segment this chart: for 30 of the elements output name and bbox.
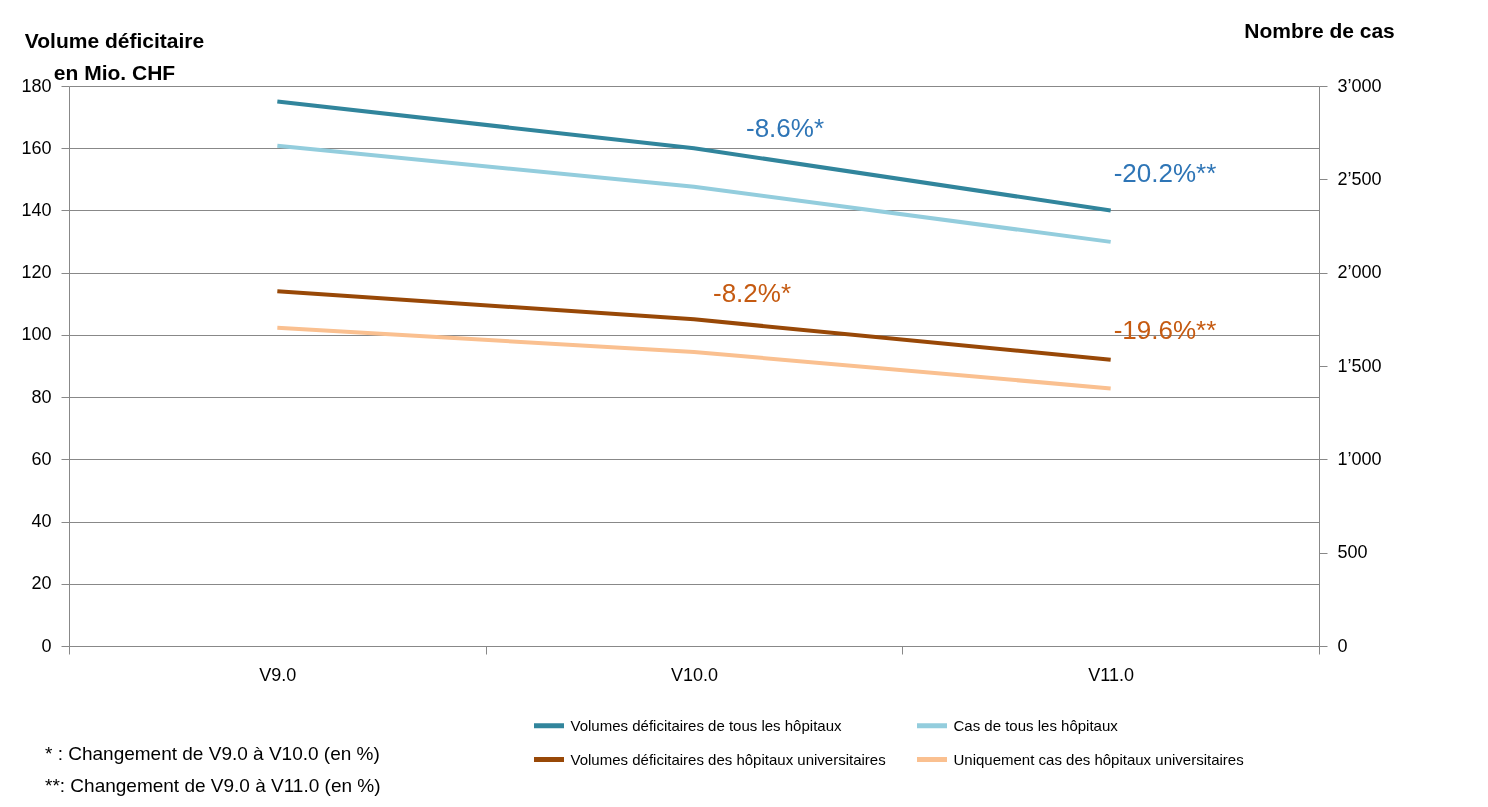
annotation: -8.6%* xyxy=(745,112,825,144)
y-tick-label: 140 xyxy=(21,199,52,220)
y-tick-label: 20 xyxy=(31,573,52,594)
y2-tick-label: 500 xyxy=(1337,542,1368,563)
y2-axis-title: Nombre de cas xyxy=(1244,18,1395,42)
x-tick-label: V11.0 xyxy=(1088,664,1135,685)
y2-tick-label: 1’000 xyxy=(1337,448,1382,469)
annotation: -19.6%** xyxy=(1113,314,1217,346)
text: * : Changement de V9.0 à V10.0 (en %) xyxy=(45,742,381,766)
annotation: -20.2%** xyxy=(1113,157,1217,189)
y2-tick-label: 0 xyxy=(1337,635,1348,656)
y2-tick-label: 1’500 xyxy=(1337,355,1382,376)
legend-label: Cas de tous les hôpitaux xyxy=(953,716,1119,734)
y-tick-label: 0 xyxy=(41,635,52,656)
y-tick-label: 60 xyxy=(31,448,52,469)
legend-label: Volumes déficitaires de tous les hôpitaux xyxy=(570,716,842,734)
y2-tick-label: 3’000 xyxy=(1337,75,1382,96)
y2-tick-label: 2’000 xyxy=(1337,262,1382,283)
legend-label: Volumes déficitaires des hôpitaux universitaires xyxy=(570,750,886,768)
y-tick-label: 40 xyxy=(31,511,52,532)
annotation: -8.2%* xyxy=(712,277,792,309)
x-tick-label: V10.0 xyxy=(670,664,719,685)
y2-tick-label: 2’500 xyxy=(1337,168,1382,189)
y-tick-label: 160 xyxy=(21,137,52,158)
y-tick-label: 120 xyxy=(21,262,52,283)
y-tick-label: 100 xyxy=(21,324,52,345)
legend-label: Uniquement cas des hôpitaux universitaires xyxy=(953,750,1244,768)
text: **: Changement de V9.0 à V11.0 (en %) xyxy=(45,774,381,798)
y-tick-label: 80 xyxy=(31,386,52,407)
x-tick-label: V9.0 xyxy=(259,664,297,685)
